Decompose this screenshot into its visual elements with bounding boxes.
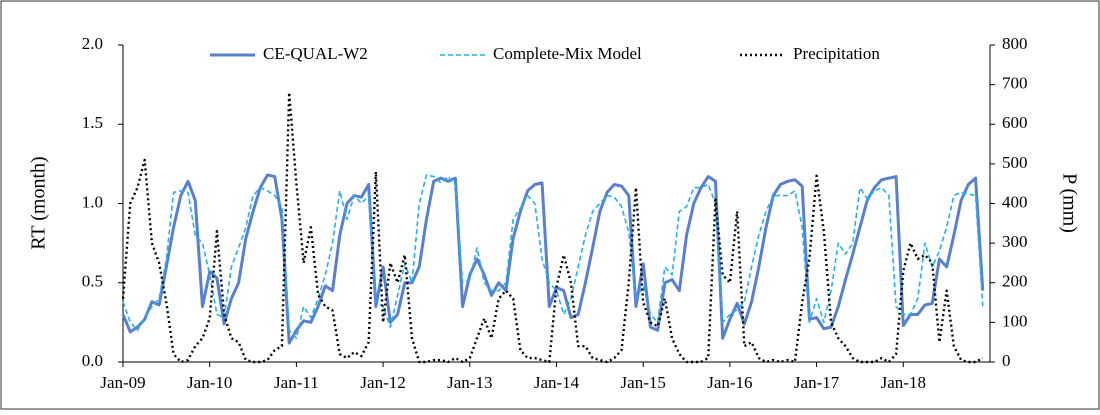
y2-tick-label: 400: [1002, 192, 1028, 211]
y2-tick-label: 300: [1002, 232, 1028, 251]
y-tick-label: 1.0: [82, 192, 103, 211]
legend-label: Precipitation: [793, 44, 880, 63]
series-line: [121, 91, 984, 364]
y-tick-label: 0.5: [82, 272, 103, 291]
y2-tick-label: 200: [1002, 272, 1028, 291]
x-tick-label: Jan-09: [100, 373, 145, 392]
y2-tick-label: 100: [1002, 311, 1028, 330]
legend-label: Complete-Mix Model: [493, 44, 642, 63]
x-tick-label: Jan-12: [360, 373, 405, 392]
x-tick-label: Jan-18: [881, 373, 926, 392]
x-tick-label: Jan-16: [707, 373, 752, 392]
x-tick-label: Jan-15: [621, 373, 666, 392]
y2-tick-label: 500: [1002, 153, 1028, 172]
x-tick-label: Jan-13: [447, 373, 492, 392]
y2-tick-label: 700: [1002, 74, 1028, 93]
y-tick-label: 1.5: [82, 113, 103, 132]
series-line: [121, 173, 985, 345]
series-line: [122, 174, 984, 340]
x-tick-label: Jan-17: [794, 373, 840, 392]
y-tick-label: 0.0: [82, 351, 103, 370]
y2-axis-label: P (mm): [1058, 173, 1080, 233]
y2-tick-label: 0: [1002, 351, 1011, 370]
y2-tick-label: 600: [1002, 113, 1028, 132]
y-axis-label: RT (month): [28, 156, 50, 249]
y-tick-label: 2.0: [82, 34, 103, 53]
x-tick-label: Jan-14: [534, 373, 580, 392]
legend-label: CE-QUAL-W2: [263, 44, 368, 63]
y2-tick-label: 800: [1002, 34, 1028, 53]
x-tick-label: Jan-10: [187, 373, 232, 392]
x-tick-label: Jan-11: [274, 373, 319, 392]
